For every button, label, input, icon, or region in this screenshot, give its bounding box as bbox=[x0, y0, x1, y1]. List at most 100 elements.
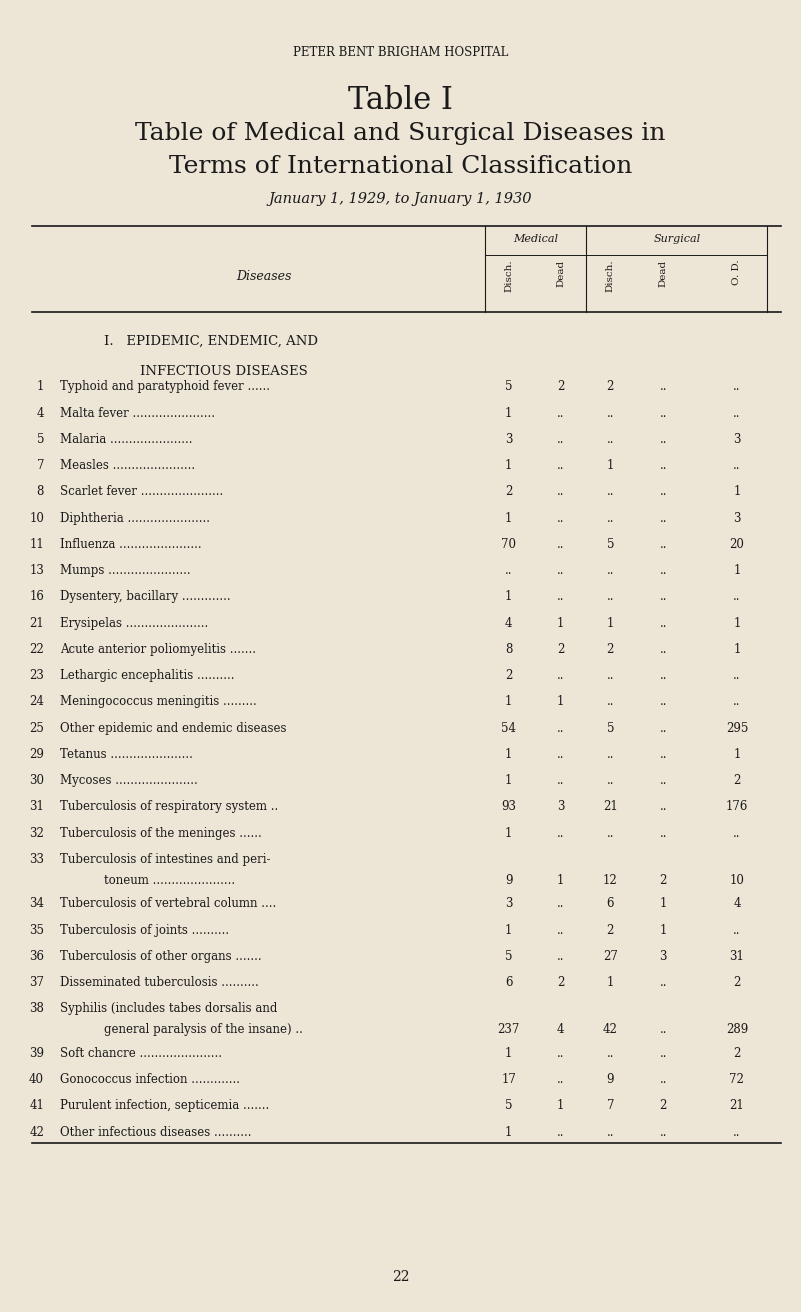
Text: 7: 7 bbox=[606, 1099, 614, 1113]
Text: ..: .. bbox=[733, 1126, 741, 1139]
Text: 9: 9 bbox=[505, 874, 513, 887]
Text: Tetanus ......................: Tetanus ...................... bbox=[60, 748, 193, 761]
Text: Dysentery, bacillary .............: Dysentery, bacillary ............. bbox=[60, 590, 231, 604]
Text: 5: 5 bbox=[606, 538, 614, 551]
Text: Other epidemic and endemic diseases: Other epidemic and endemic diseases bbox=[60, 722, 287, 735]
Text: 16: 16 bbox=[29, 590, 44, 604]
Text: 5: 5 bbox=[606, 722, 614, 735]
Text: 2: 2 bbox=[733, 976, 741, 989]
Text: general paralysis of the insane) ..: general paralysis of the insane) .. bbox=[104, 1023, 303, 1036]
Text: 1: 1 bbox=[557, 617, 565, 630]
Text: ..: .. bbox=[733, 407, 741, 420]
Text: 39: 39 bbox=[29, 1047, 44, 1060]
Text: 8: 8 bbox=[37, 485, 44, 499]
Text: ..: .. bbox=[557, 512, 565, 525]
Text: Dead: Dead bbox=[556, 260, 566, 287]
Text: 1: 1 bbox=[505, 827, 513, 840]
Text: ..: .. bbox=[659, 1023, 667, 1036]
Text: 2: 2 bbox=[557, 643, 565, 656]
Text: ..: .. bbox=[659, 800, 667, 813]
Text: 10: 10 bbox=[29, 512, 44, 525]
Text: 1: 1 bbox=[505, 1126, 513, 1139]
Text: Other infectious diseases ..........: Other infectious diseases .......... bbox=[60, 1126, 252, 1139]
Text: 38: 38 bbox=[29, 1002, 44, 1015]
Text: Terms of International Classification: Terms of International Classification bbox=[169, 155, 632, 178]
Text: ..: .. bbox=[733, 827, 741, 840]
Text: 12: 12 bbox=[603, 874, 618, 887]
Text: 93: 93 bbox=[501, 800, 516, 813]
Text: ..: .. bbox=[606, 669, 614, 682]
Text: 4: 4 bbox=[733, 897, 741, 911]
Text: Soft chancre ......................: Soft chancre ...................... bbox=[60, 1047, 222, 1060]
Text: 1: 1 bbox=[733, 748, 741, 761]
Text: 5: 5 bbox=[505, 380, 513, 394]
Text: ..: .. bbox=[606, 407, 614, 420]
Text: ..: .. bbox=[659, 695, 667, 708]
Text: ..: .. bbox=[557, 897, 565, 911]
Text: 3: 3 bbox=[505, 897, 513, 911]
Text: ..: .. bbox=[606, 827, 614, 840]
Text: ..: .. bbox=[557, 1073, 565, 1086]
Text: 32: 32 bbox=[29, 827, 44, 840]
Text: 2: 2 bbox=[606, 924, 614, 937]
Text: 3: 3 bbox=[733, 433, 741, 446]
Text: 22: 22 bbox=[392, 1270, 409, 1283]
Text: 21: 21 bbox=[603, 800, 618, 813]
Text: 30: 30 bbox=[29, 774, 44, 787]
Text: ..: .. bbox=[659, 512, 667, 525]
Text: 1: 1 bbox=[557, 1099, 565, 1113]
Text: 2: 2 bbox=[606, 643, 614, 656]
Text: 22: 22 bbox=[30, 643, 44, 656]
Text: ..: .. bbox=[733, 695, 741, 708]
Text: Tuberculosis of other organs .......: Tuberculosis of other organs ....... bbox=[60, 950, 262, 963]
Text: 11: 11 bbox=[30, 538, 44, 551]
Text: ..: .. bbox=[505, 564, 513, 577]
Text: ..: .. bbox=[557, 485, 565, 499]
Text: ..: .. bbox=[733, 669, 741, 682]
Text: ..: .. bbox=[659, 1047, 667, 1060]
Text: ..: .. bbox=[557, 433, 565, 446]
Text: 21: 21 bbox=[730, 1099, 744, 1113]
Text: 17: 17 bbox=[501, 1073, 516, 1086]
Text: 1: 1 bbox=[505, 774, 513, 787]
Text: ..: .. bbox=[557, 774, 565, 787]
Text: 1: 1 bbox=[505, 459, 513, 472]
Text: ..: .. bbox=[557, 924, 565, 937]
Text: Mumps ......................: Mumps ...................... bbox=[60, 564, 191, 577]
Text: toneum ......................: toneum ...................... bbox=[104, 874, 235, 887]
Text: Lethargic encephalitis ..........: Lethargic encephalitis .......... bbox=[60, 669, 235, 682]
Text: 2: 2 bbox=[505, 669, 513, 682]
Text: ..: .. bbox=[557, 827, 565, 840]
Text: Malaria ......................: Malaria ...................... bbox=[60, 433, 192, 446]
Text: ..: .. bbox=[557, 722, 565, 735]
Text: Tuberculosis of vertebral column ....: Tuberculosis of vertebral column .... bbox=[60, 897, 276, 911]
Text: Acute anterior poliomyelitis .......: Acute anterior poliomyelitis ....... bbox=[60, 643, 256, 656]
Text: 54: 54 bbox=[501, 722, 516, 735]
Text: 2: 2 bbox=[659, 874, 667, 887]
Text: Table I: Table I bbox=[348, 85, 453, 117]
Text: ..: .. bbox=[659, 1073, 667, 1086]
Text: PETER BENT BRIGHAM HOSPITAL: PETER BENT BRIGHAM HOSPITAL bbox=[293, 46, 508, 59]
Text: Erysipelas ......................: Erysipelas ...................... bbox=[60, 617, 208, 630]
Text: ..: .. bbox=[659, 617, 667, 630]
Text: 2: 2 bbox=[557, 380, 565, 394]
Text: ..: .. bbox=[606, 433, 614, 446]
Text: ..: .. bbox=[659, 407, 667, 420]
Text: 1: 1 bbox=[37, 380, 44, 394]
Text: 6: 6 bbox=[606, 897, 614, 911]
Text: 2: 2 bbox=[557, 976, 565, 989]
Text: ..: .. bbox=[659, 722, 667, 735]
Text: 23: 23 bbox=[29, 669, 44, 682]
Text: 4: 4 bbox=[37, 407, 44, 420]
Text: Tuberculosis of intestines and peri-: Tuberculosis of intestines and peri- bbox=[60, 853, 271, 866]
Text: ..: .. bbox=[557, 459, 565, 472]
Text: 1: 1 bbox=[733, 617, 741, 630]
Text: Typhoid and paratyphoid fever ......: Typhoid and paratyphoid fever ...... bbox=[60, 380, 270, 394]
Text: 35: 35 bbox=[29, 924, 44, 937]
Text: 176: 176 bbox=[726, 800, 748, 813]
Text: 3: 3 bbox=[733, 512, 741, 525]
Text: ..: .. bbox=[659, 380, 667, 394]
Text: Disch.: Disch. bbox=[606, 260, 615, 293]
Text: ..: .. bbox=[606, 564, 614, 577]
Text: ..: .. bbox=[659, 643, 667, 656]
